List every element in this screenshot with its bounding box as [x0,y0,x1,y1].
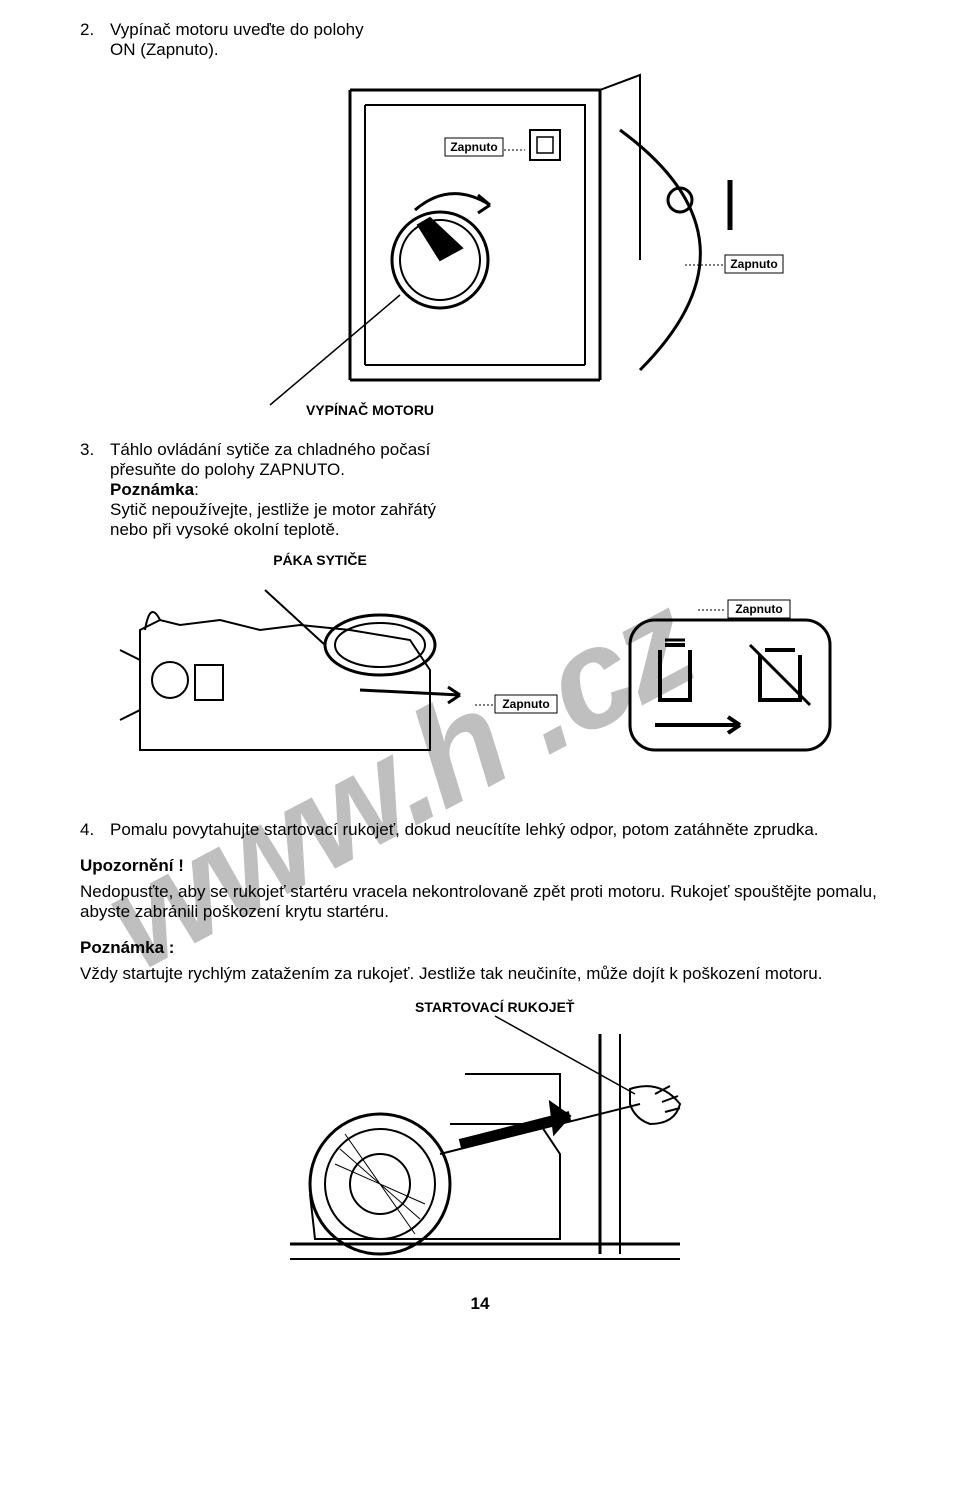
step-3: 3. Táhlo ovládání sytiče za chladného po… [80,440,880,540]
step-4: 4. Pomalu povytahujte startovací rukojeť… [80,820,880,840]
note-text: Vždy startujte rychlým zatažením za ruko… [80,964,880,984]
step-2-line1: Vypínač motoru uveďte do polohy [110,20,880,40]
step-2-number: 2. [80,20,110,60]
step-3-body: Táhlo ovládání sytiče za chladného počas… [110,440,880,540]
fig1-label-zapnuto-right: Zapnuto [730,257,777,271]
warning-text: Nedopusťte, aby se rukojeť startéru vrac… [80,882,880,922]
step-3-number: 3. [80,440,110,540]
step-3-note: Poznámka: [110,480,880,500]
step-3-line1: Táhlo ovládání sytiče za chladného počas… [110,440,880,460]
figure-1: Zapnuto Zapnuto VYPÍNAČ MOTORU [80,70,880,420]
step-3-note-line1: Sytič nepoužívejte, jestliže je motor za… [110,500,880,520]
fig2-label-paka: PÁKA SYTIČE [273,551,367,568]
fig1-caption: VYPÍNAČ MOTORU [306,401,434,418]
step-3-note-label: Poznámka [110,480,194,499]
step-4-number: 4. [80,820,110,840]
fig3-caption: STARTOVACÍ RUKOJEŤ [415,998,575,1015]
step-2-body: Vypínač motoru uveďte do polohy ON (Zapn… [110,20,880,60]
step-4-body: Pomalu povytahujte startovací rukojeť, d… [110,820,880,840]
step-4-text: Pomalu povytahujte startovací rukojeť, d… [110,820,819,839]
page-content: 2. Vypínač motoru uveďte do polohy ON (Z… [80,20,880,1314]
step-2-line2: ON (Zapnuto). [110,40,880,60]
step-3-line2: přesuňte do polohy ZAPNUTO. [110,460,880,480]
fig2-label-zapnuto-mid: Zapnuto [502,697,549,711]
note-label: Poznámka : [80,938,880,958]
step-3-note-line2: nebo při vysoké okolní teplotě. [110,520,880,540]
figure-2: PÁKA SYTIČE Zapnuto Zapnuto [80,550,880,800]
fig2-label-zapnuto-right: Zapnuto [735,602,782,616]
page-number: 14 [80,1294,880,1314]
warning-label: Upozornění ! [80,856,880,876]
step-2: 2. Vypínač motoru uveďte do polohy ON (Z… [80,20,880,60]
fig1-label-zapnuto-top: Zapnuto [450,140,497,154]
figure-3: STARTOVACÍ RUKOJEŤ [80,994,880,1274]
